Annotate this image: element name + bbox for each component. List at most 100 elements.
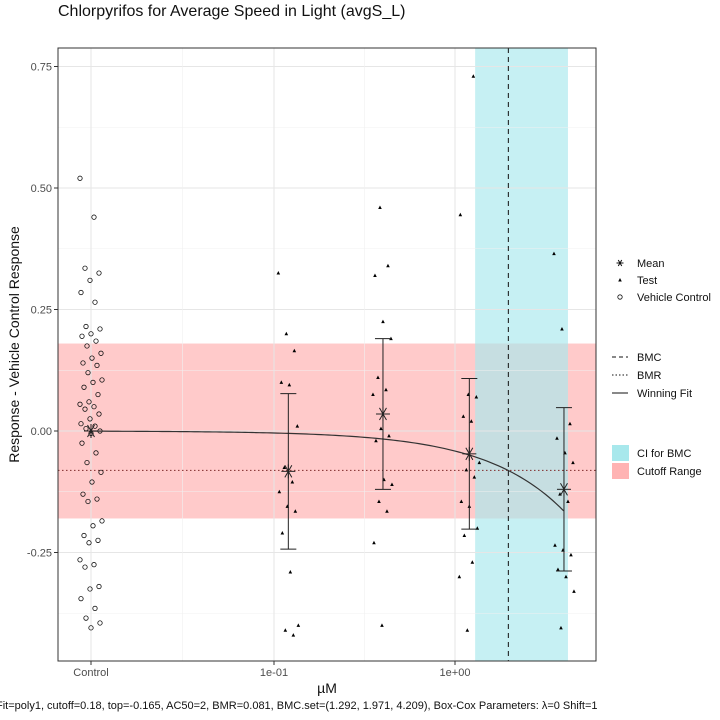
legend-label: Mean	[637, 258, 665, 270]
legend-label: Cutoff Range	[637, 466, 702, 478]
vehicle-control-point	[82, 406, 88, 412]
test-point	[287, 382, 292, 387]
plot-frame	[57, 47, 597, 662]
vehicle-control-point	[87, 586, 93, 592]
vehicle-control-point	[98, 350, 104, 356]
test-point	[568, 421, 572, 426]
vehicle-control-point	[92, 605, 98, 611]
y-tick-label: 0.25	[31, 305, 52, 317]
mean-marker	[462, 446, 477, 461]
vehicle-control-point	[77, 557, 83, 563]
vehicle-control-point	[99, 377, 105, 383]
vehicle-control-point	[79, 440, 85, 446]
test-point	[477, 460, 482, 465]
vehicle-control-point	[95, 391, 101, 398]
legend-fill-swatch	[612, 445, 629, 461]
vehicle-control-point	[98, 469, 104, 475]
mean-marker	[84, 424, 98, 438]
legend-item-solid: Winning Fit	[612, 388, 692, 400]
legend-label: Test	[637, 275, 657, 287]
test-point	[566, 499, 570, 503]
vehicle-control-point	[90, 523, 96, 529]
vehicle-control-point	[86, 540, 92, 546]
vehicle-control-point	[94, 496, 100, 502]
vehicle-control-point	[90, 379, 96, 385]
test-point	[373, 273, 377, 277]
test-point	[377, 499, 381, 503]
plot-border	[57, 47, 597, 662]
vehicle-control-point	[82, 564, 88, 570]
vehicle-control-point	[96, 270, 102, 276]
test-point	[283, 628, 288, 632]
test-point	[284, 331, 289, 336]
y-tick-label: 0.00	[31, 426, 52, 438]
legend-item-asterisk: Mean	[616, 258, 665, 270]
reference-lines	[58, 48, 596, 661]
test-point	[378, 205, 382, 209]
vehicle-control-point	[81, 384, 87, 390]
legend-item-small-dot: Test	[618, 275, 657, 287]
test-point	[296, 623, 301, 627]
vehicle-control-point	[97, 620, 103, 626]
x-axis-label: µM	[317, 680, 337, 696]
test-point	[288, 569, 293, 574]
legend-item-open-circle: Vehicle Control	[617, 292, 711, 304]
vehicle-control-point	[82, 265, 88, 271]
test-point	[387, 433, 391, 438]
legend-item-dotted: BMR	[612, 370, 662, 382]
vehicle-control-point	[92, 423, 98, 429]
vehicle-control-point	[84, 459, 90, 466]
test-point	[380, 623, 384, 627]
vehicle-control-point	[83, 323, 89, 330]
vehicle-control-point	[81, 532, 87, 539]
vehicle-control-point	[91, 562, 97, 568]
vehicle-control-point	[80, 491, 86, 497]
test-point	[277, 489, 282, 494]
ci-for-bmc-band	[475, 48, 568, 661]
test-point	[279, 380, 284, 384]
vehicle-control-point	[92, 299, 98, 305]
vehicle-control-point	[88, 625, 94, 631]
test-point	[555, 436, 559, 440]
y-tick-label: 0.75	[31, 62, 52, 74]
vehicle-control-point	[97, 326, 103, 332]
test-point	[390, 482, 394, 486]
vehicle-control-point	[87, 416, 93, 422]
legend-label: BMR	[637, 370, 662, 382]
test-point	[571, 460, 575, 465]
test-point	[465, 628, 470, 632]
test-point	[470, 560, 475, 564]
test-point	[457, 574, 462, 579]
vehicle-control-point	[77, 175, 83, 181]
legend-asterisk-icon	[617, 259, 623, 267]
vehicle-control-point	[89, 479, 95, 485]
test-point	[381, 319, 385, 324]
test-point	[474, 394, 479, 399]
test-point	[459, 499, 464, 503]
legend-label: Winning Fit	[637, 388, 692, 400]
legend-item-dashed: BMC	[612, 352, 662, 364]
x-tick-label: Control	[73, 667, 108, 679]
vehicle-control-point	[95, 537, 101, 543]
test-point	[280, 531, 285, 535]
vehicle-control-point	[91, 214, 97, 220]
test-point	[472, 475, 477, 479]
vehicle-control-point	[78, 596, 84, 602]
chart-caption: Fit=poly1, cutoff=0.18, top=-0.165, AC50…	[0, 700, 598, 712]
legend-test-icon	[618, 278, 622, 282]
test-point	[376, 375, 380, 380]
test-point	[464, 467, 469, 472]
vehicle-control-point	[91, 404, 97, 410]
data-points	[77, 74, 576, 637]
y-axis-label: Response - Vehicle Control Response	[6, 226, 22, 463]
test-point	[469, 419, 474, 423]
vehicle-control-point	[93, 450, 99, 456]
test-point	[372, 540, 376, 545]
vehicle-control-point	[77, 401, 83, 407]
legend-label: Vehicle Control	[637, 292, 711, 304]
legend-fill-swatch	[612, 463, 629, 479]
test-point	[471, 74, 476, 78]
vehicle-control-point	[80, 360, 86, 366]
mean-marker	[375, 406, 390, 421]
